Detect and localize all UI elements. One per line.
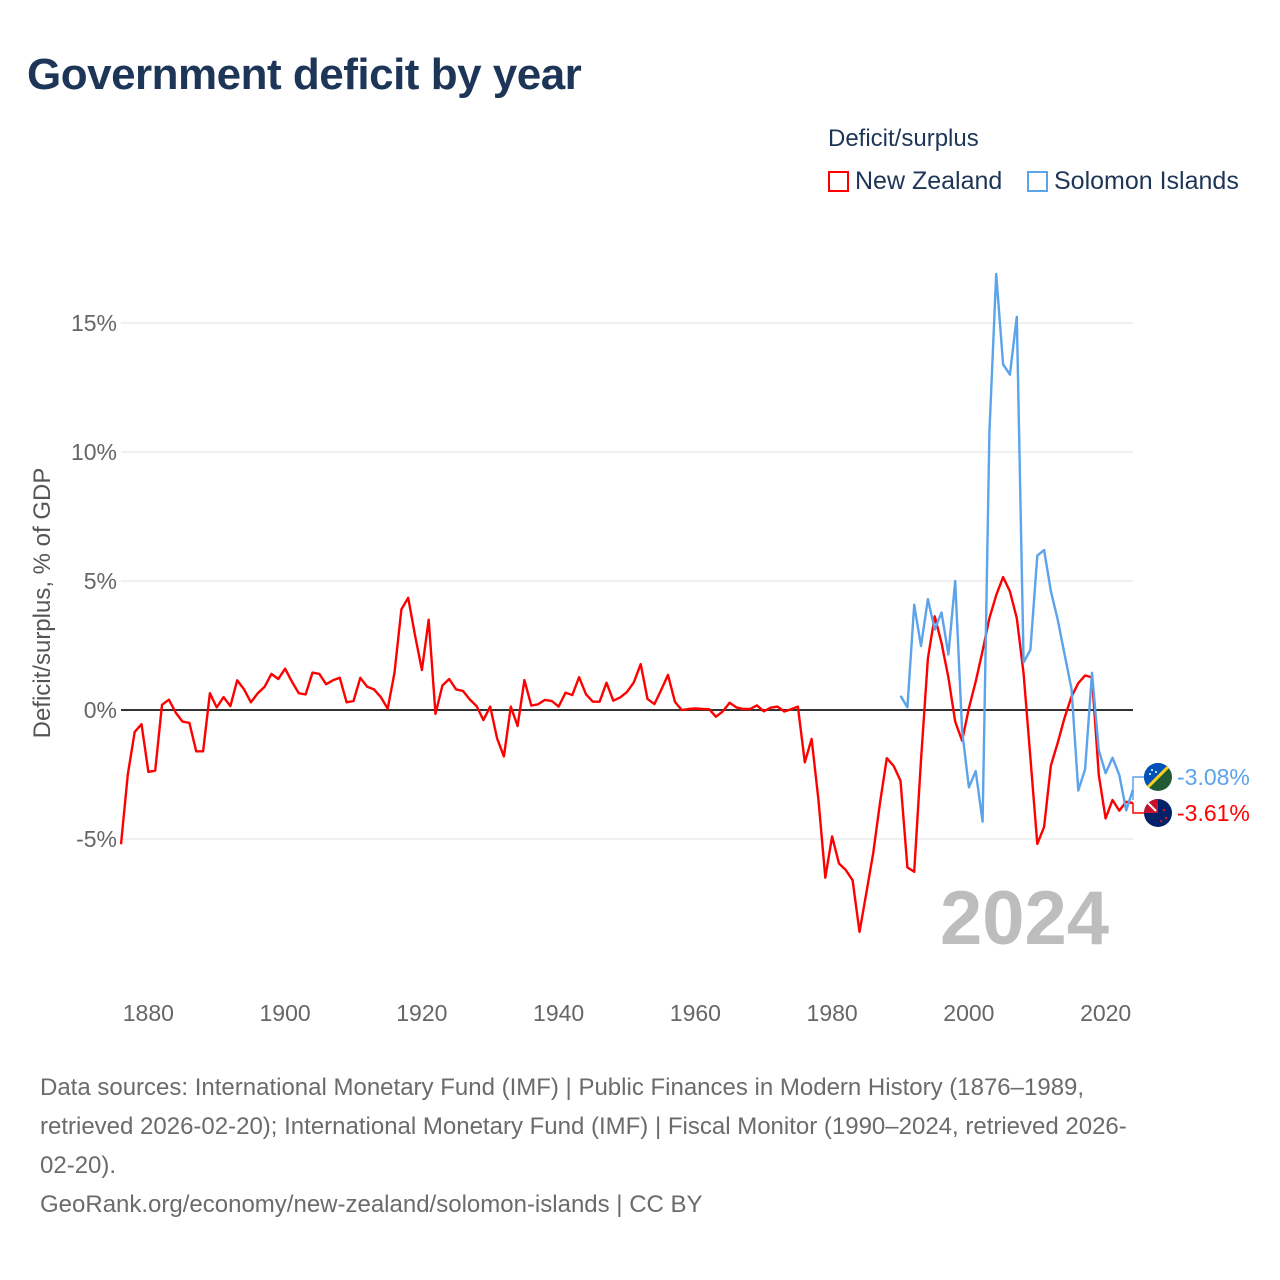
- y-tick-label: 0%: [84, 697, 117, 723]
- solomon-end-value: -3.08%: [1177, 764, 1250, 790]
- solomon-islands-flag-icon: [1144, 763, 1172, 791]
- series-line-solomon-islands: [899, 272, 1135, 823]
- legend-label: New Zealand: [855, 167, 1003, 195]
- x-tick-label: 1880: [123, 1000, 174, 1026]
- nz-connector: [1132, 803, 1145, 814]
- nz-end-value: -3.61%: [1177, 800, 1250, 826]
- legend-title: Deficit/surplus: [828, 125, 979, 152]
- x-tick-label: 2020: [1080, 1000, 1131, 1026]
- series-lines: [119, 272, 1135, 934]
- x-tick-label: 1980: [807, 1000, 858, 1026]
- y-axis-title: Deficit/surplus, % of GDP: [29, 468, 56, 739]
- legend-swatch-solomon-islands: [1027, 171, 1048, 192]
- new-zealand-flag-icon: [1144, 799, 1172, 827]
- series-line-new-zealand: [119, 575, 1134, 934]
- y-tick-label: 5%: [84, 568, 117, 594]
- chart-title: Government deficit by year: [27, 50, 582, 99]
- x-tick-label: 1940: [533, 1000, 584, 1026]
- legend-swatch-new-zealand: [828, 171, 849, 192]
- gridlines: [121, 322, 1133, 840]
- current-year-label: 2024: [940, 876, 1110, 961]
- legend-item-solomon-islands[interactable]: Solomon Islands: [1027, 167, 1239, 196]
- y-axis: -5% 0% 5% 10% 15%: [71, 310, 117, 852]
- x-tick-label: 1900: [260, 1000, 311, 1026]
- x-axis: 1880 1900 1920 1940 1960 1980 2000 2020: [123, 1000, 1131, 1026]
- sources-line: 02-20).: [40, 1152, 117, 1179]
- sources-line: retrieved 2026-02-20); International Mon…: [40, 1113, 1127, 1140]
- x-tick-label: 1960: [670, 1000, 721, 1026]
- y-tick-label: -5%: [76, 826, 117, 852]
- x-tick-label: 1920: [396, 1000, 447, 1026]
- source-link[interactable]: GeoRank.org/economy/new-zealand/solomon-…: [40, 1191, 703, 1218]
- end-markers: -3.08% -3.61%: [1132, 763, 1250, 827]
- x-tick-label: 2000: [943, 1000, 994, 1026]
- y-tick-label: 10%: [71, 439, 117, 465]
- footer: Data sources: International Monetary Fun…: [40, 1068, 1127, 1224]
- sources-line: Data sources: International Monetary Fun…: [40, 1074, 1085, 1101]
- legend-label: Solomon Islands: [1054, 167, 1239, 195]
- chart-area: -5% 0% 5% 10% 15% 1880 1900 1920 1940 1960 1980 20…: [29, 272, 1250, 1026]
- legend-item-new-zealand[interactable]: New Zealand: [828, 167, 1002, 196]
- solomon-connector: [1132, 776, 1145, 800]
- y-tick-label: 15%: [71, 310, 117, 336]
